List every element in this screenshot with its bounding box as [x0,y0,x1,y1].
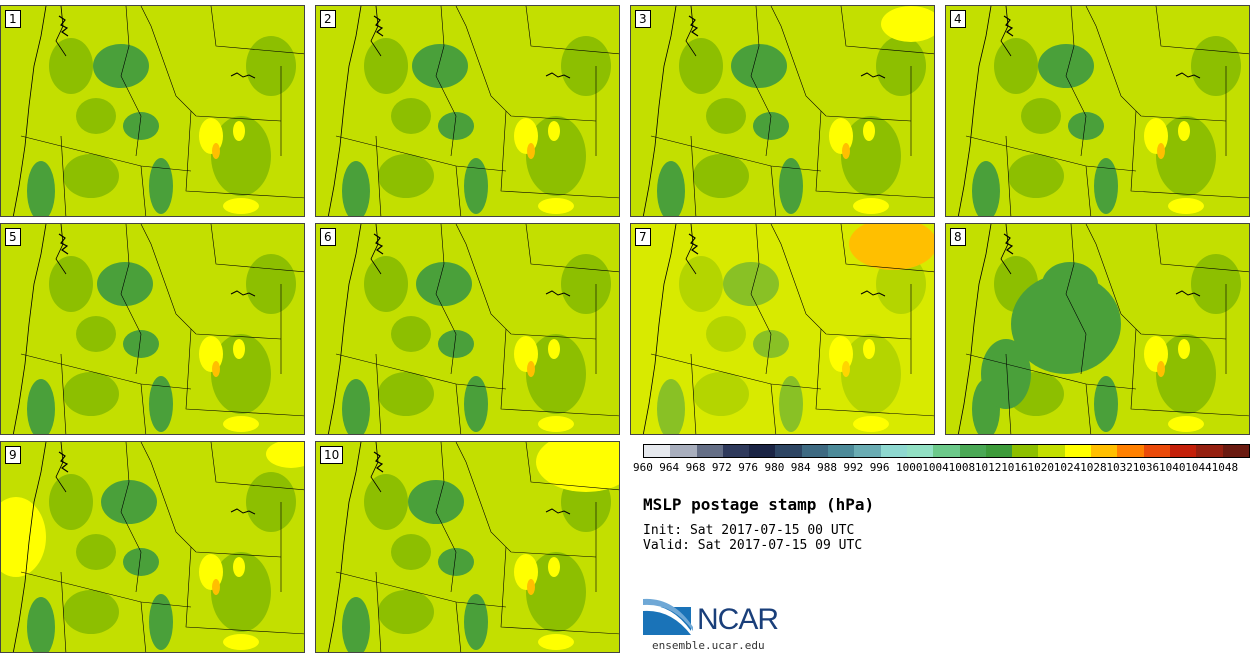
colorbar-tick-label: 1004 [922,461,949,474]
colorbar-tick-label: 972 [711,461,732,474]
init-time: Init: Sat 2017-07-15 00 UTC [643,523,855,538]
colorbar-swatch [1169,445,1197,457]
colorbar-swatch [1222,445,1249,457]
colorbar-labels: 960 964 968 972 976 980 984 988 992 996 1000 1004 10… [633,461,1253,475]
colorbar-swatch [959,445,986,457]
colorbar-swatch [696,445,723,457]
member-number-label: 1 [5,10,21,28]
colorbar-tick-label: 1000 [896,461,923,474]
colorbar-swatch [906,445,934,457]
colorbar-tick-label: 1024 [1053,461,1081,474]
colorbar-swatch [1091,445,1118,457]
colorbar-swatch [1012,445,1039,457]
mslp-map [1,6,304,216]
valid-time: Valid: Sat 2017-07-15 09 UTC [643,538,863,553]
footer-url: ensemble.ucar.edu [652,639,765,652]
colorbar-swatch [644,445,671,457]
colorbar-swatch [1038,445,1065,457]
ncar-logo-text: NCAR [697,603,779,636]
colorbar-swatch [880,445,907,457]
mslp-map [316,442,619,652]
member-number-label: 9 [5,446,21,464]
colorbar-swatch [670,445,697,457]
colorbar-tick-label: 1040 [1159,461,1186,474]
member-number-label: 4 [950,10,966,28]
colorbar-tick-label: 1036 [1132,461,1160,474]
colorbar-tick-label: 992 [843,461,864,474]
colorbar-tick-label: 984 [790,461,811,474]
colorbar-tick-label: 1020 [1027,461,1055,474]
member-panel-8: 8 [945,223,1250,435]
colorbar-swatch [828,445,855,457]
member-number-label: 3 [635,10,651,28]
colorbar-swatch [933,445,960,457]
member-panel-6: 6 [315,223,620,435]
member-panel-1: 1 [0,5,305,217]
colorbar-tick-label: 996 [869,461,890,474]
colorbar-tick-label: 1048 [1211,461,1239,474]
member-panel-9: 9 [0,441,305,653]
mslp-map [316,224,619,434]
member-number-label: 5 [5,228,21,246]
colorbar-tick-label: 1008 [948,461,976,474]
member-panel-10: 10 [315,441,620,653]
colorbar-tick-label: 976 [738,461,759,474]
member-panel-3: 3 [630,5,935,217]
colorbar-swatch [1196,445,1223,457]
colorbar-tick-label: 980 [764,461,785,474]
mslp-map [316,6,619,216]
ncar-logo-icon [643,598,693,635]
mslp-map [946,6,1249,216]
colorbar-swatch [801,445,829,457]
member-number-label: 8 [950,228,966,246]
colorbar-tick-label: 1028 [1080,461,1107,474]
mslp-map [1,224,304,434]
colorbar-tick-label: 1032 [1106,461,1133,474]
colorbar-tick-label: 1044 [1185,461,1212,474]
colorbar-swatch [722,445,750,457]
member-number-label: 2 [320,10,336,28]
member-number-label: 7 [635,228,651,246]
colorbar-swatch [1117,445,1144,457]
member-number-label: 10 [320,446,344,464]
mslp-map [946,224,1249,434]
member-number-label: 6 [320,228,336,246]
member-panel-7: 7 [630,223,935,435]
member-panel-5: 5 [0,223,305,435]
colorbar-swatch [985,445,1013,457]
colorbar [643,444,1250,458]
colorbar-tick-label: 1016 [1001,461,1028,474]
colorbar-swatch [749,445,776,457]
mslp-map [631,6,934,216]
colorbar-tick-label: 1012 [974,461,1002,474]
colorbar-tick-label: 964 [659,461,680,474]
colorbar-swatch [1064,445,1092,457]
colorbar-swatch [854,445,881,457]
colorbar-swatch [1143,445,1170,457]
mslp-map [631,224,934,434]
colorbar-tick-label: 960 [633,461,653,474]
figure-title: MSLP postage stamp (hPa) [643,495,875,514]
member-panel-4: 4 [945,5,1250,217]
colorbar-swatch [775,445,802,457]
member-panel-2: 2 [315,5,620,217]
colorbar-tick-label: 988 [817,461,837,474]
colorbar-tick-label: 968 [685,461,706,474]
mslp-map [1,442,304,652]
